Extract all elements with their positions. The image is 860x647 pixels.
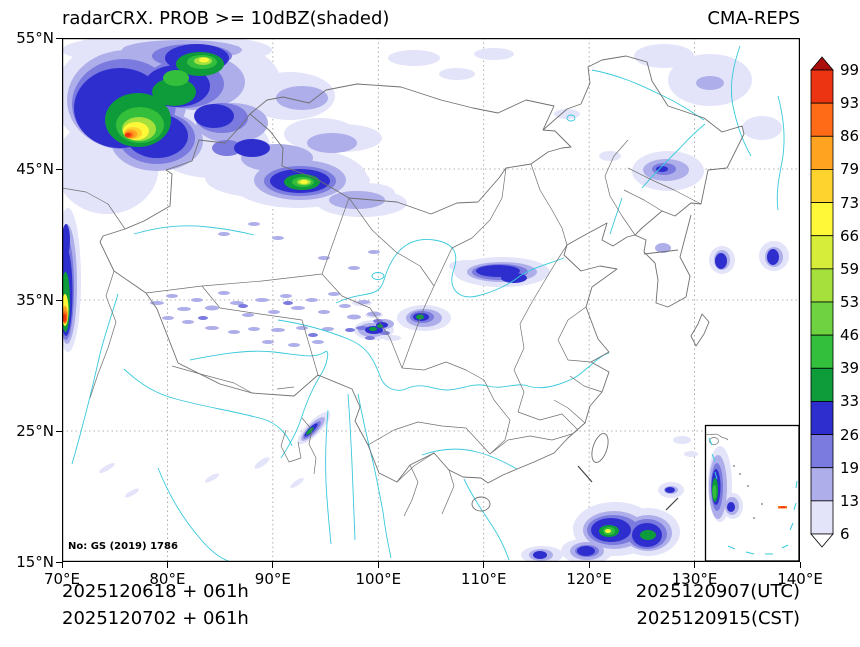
colorbar-tick-label: 93 [840,94,860,113]
x-tick-mark [61,562,63,568]
colorbar-tick-label: 79 [840,160,860,179]
x-tick-label: 100°E [355,570,402,588]
x-tick-label: 120°E [566,570,612,588]
y-tick-label: 15°N [16,553,54,571]
shade-band-93 [62,133,131,322]
x-tick-mark [588,562,590,568]
kyushu-outline [690,313,710,347]
colorbar-tick-label: 33 [840,392,860,411]
inset-coastline [705,433,729,441]
valid-time-cst: 2025120915(CST) [636,608,800,629]
y-tick-mark [56,168,62,170]
colorbar-tick-label: 86 [840,127,860,146]
korea-outline [634,214,692,308]
y-tick-label: 25°N [16,422,54,440]
map-plot-area: No: GS (2019) 1786 [62,38,800,562]
x-tick-mark [166,562,168,568]
x-tick-mark [377,562,379,568]
mongolia-border [249,83,555,131]
y-tick-mark [56,299,62,301]
radar-probability-shading-layer [62,38,789,562]
inset-nine-dash-line [708,437,798,555]
plot-frame [62,38,800,562]
probability-colorbar [810,56,834,548]
colorbar-tick-label: 39 [840,359,860,378]
x-tick-label: 90°E [254,570,291,588]
x-tick-label: 110°E [460,570,507,588]
x-tick-mark [483,562,485,568]
y-tick-label: 55°N [16,29,54,47]
model-name: CMA-REPS [707,8,800,29]
china-map-svg [62,38,800,562]
init-time-line-2: 2025120702 + 061h [62,608,249,629]
colorbar-tick-label: 66 [840,226,860,245]
x-tick-label: 80°E [149,570,186,588]
valid-time-utc: 2025120907(UTC) [635,581,800,602]
colorbar-svg [810,56,834,548]
colorbar-tick-label: 46 [840,326,860,345]
inset-islands [733,465,763,519]
colorbar-tick-label: 73 [840,193,860,212]
x-tick-mark [272,562,274,568]
neighbor-country-borders [62,187,455,517]
colorbar-tick-label: 13 [840,491,860,510]
taiwan-outline [591,433,609,463]
inset-hainan [709,437,719,445]
territorial-dash-segments [577,465,679,511]
y-tick-mark [56,430,62,432]
x-tick-mark [799,562,801,568]
china-outline [99,55,745,484]
y-tick-mark [56,561,62,563]
map-license-label: No: GS (2019) 1786 [68,541,178,552]
y-tick-label: 35°N [16,291,54,309]
colorbar-tick-label: 59 [840,259,860,278]
hainan-outline [471,496,491,512]
x-tick-mark [694,562,696,568]
country-borders [99,55,745,512]
x-tick-label: 70°E [43,570,81,588]
colorbar-tick-label: 26 [840,425,860,444]
init-time-line-1: 2025120618 + 061h [62,581,249,602]
x-tick-label: 130°E [671,570,718,588]
x-tick-label: 140°E [777,570,823,588]
y-tick-mark [56,37,62,39]
colorbar-tick-label: 6 [840,525,850,543]
rivers-layer [71,45,785,562]
colorbar-tick-label: 99 [840,61,860,79]
colorbar-tick-label: 19 [840,458,860,477]
plot-title: radarCRX. PROB >= 10dBZ(shaded) [62,8,390,29]
inset-south-china-sea [704,424,800,562]
colorbar-tick-label: 53 [840,293,860,311]
y-tick-label: 45°N [16,160,54,178]
province-borders [62,139,702,517]
